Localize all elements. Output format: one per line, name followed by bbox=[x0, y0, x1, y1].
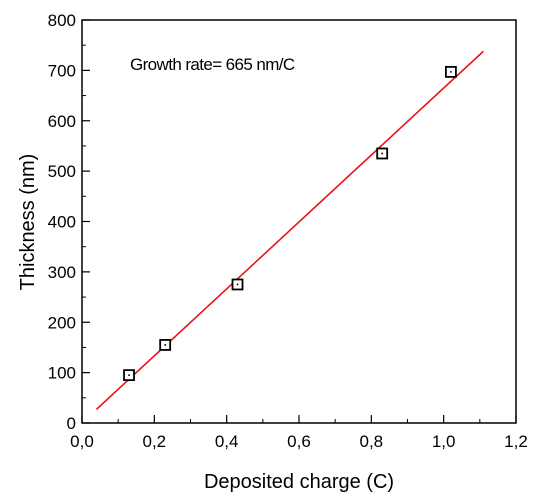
x-tick-label: 1,2 bbox=[504, 432, 528, 451]
y-tick-labels: 0 100 200 300 400 500 600 700 800 bbox=[48, 11, 76, 433]
y-tick-label: 0 bbox=[67, 414, 76, 433]
y-tick-label: 800 bbox=[48, 11, 76, 30]
y-tick-label: 100 bbox=[48, 364, 76, 383]
fit-line-group bbox=[95, 50, 484, 410]
linear-fit-line bbox=[95, 50, 484, 410]
x-tick-label: 0,4 bbox=[215, 432, 239, 451]
y-tick-label: 600 bbox=[48, 112, 76, 131]
data-point-center bbox=[164, 344, 166, 346]
x-tick-labels: 0,0 0,2 0,4 0,6 0,8 1,0 1,2 bbox=[70, 432, 528, 451]
y-tick-label: 500 bbox=[48, 162, 76, 181]
y-tick-label: 700 bbox=[48, 61, 76, 80]
data-point-center bbox=[128, 374, 130, 376]
data-point-center bbox=[450, 71, 452, 73]
axis-ticks bbox=[81, 19, 517, 424]
data-point-center bbox=[236, 283, 239, 286]
y-tick-label: 200 bbox=[48, 313, 76, 332]
x-axis-title: Deposited charge (C) bbox=[204, 471, 394, 493]
x-tick-label: 0,6 bbox=[287, 432, 311, 451]
data-points bbox=[123, 65, 457, 382]
x-tick-label: 1,0 bbox=[432, 432, 456, 451]
y-axis-title: Thickness (nm) bbox=[17, 154, 39, 291]
x-tick-label: 0,2 bbox=[143, 432, 167, 451]
y-tick-label: 400 bbox=[48, 213, 76, 232]
growth-rate-annotation: Growth rate= 665 nm/C bbox=[130, 55, 295, 74]
data-point-center bbox=[381, 152, 383, 155]
y-tick-label: 300 bbox=[48, 263, 76, 282]
x-tick-label: 0,0 bbox=[70, 432, 94, 451]
x-tick-label: 0,8 bbox=[360, 432, 384, 451]
